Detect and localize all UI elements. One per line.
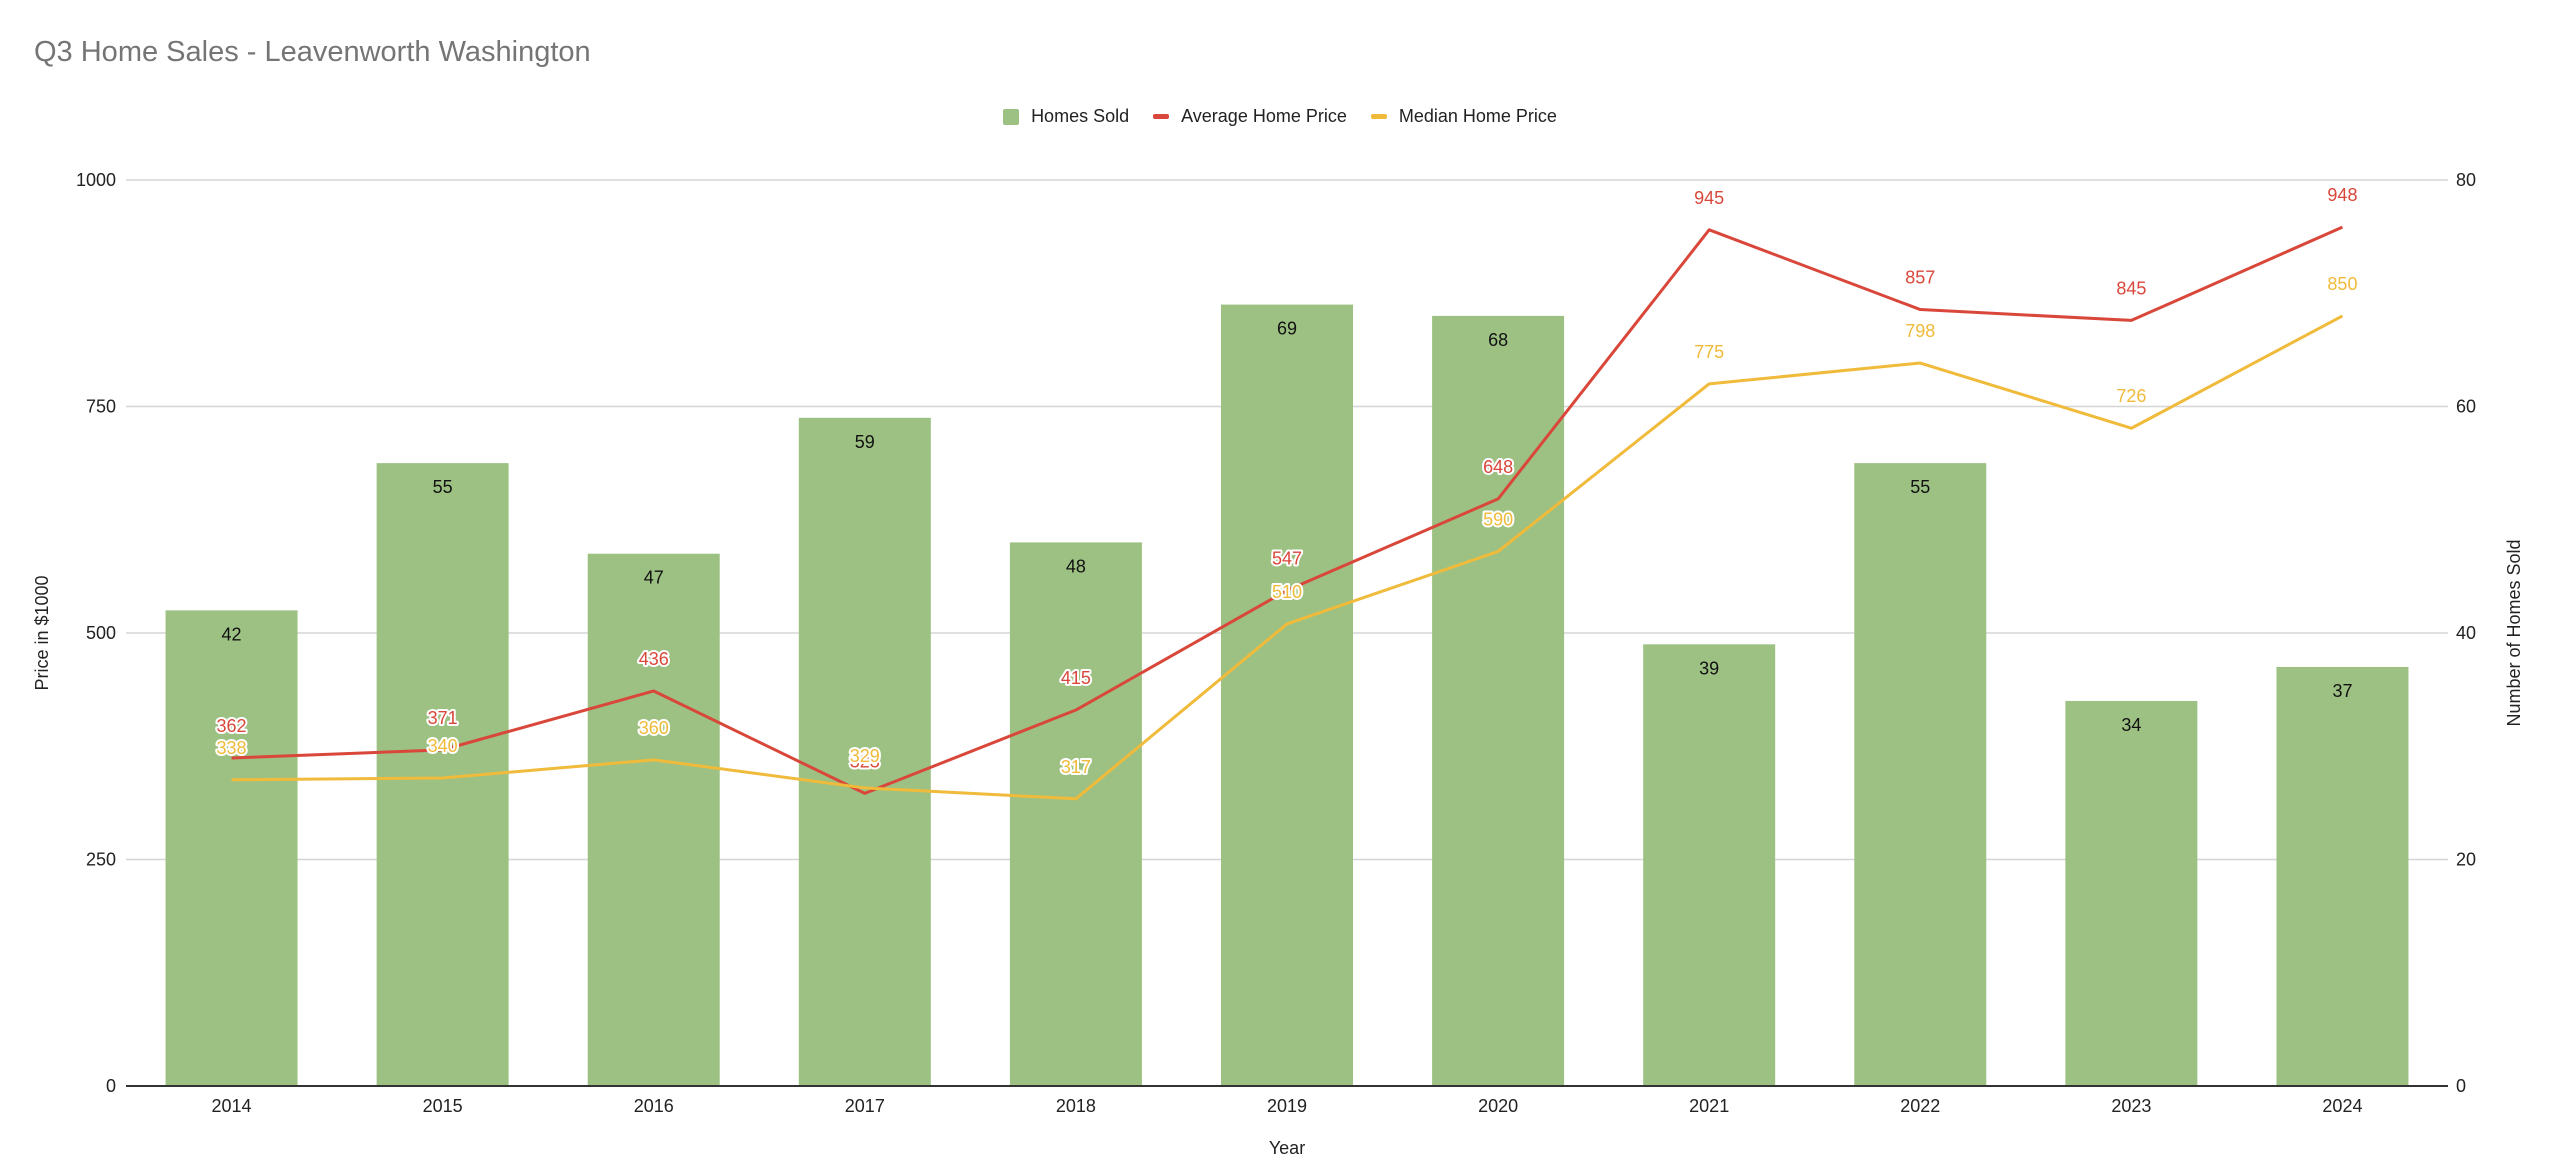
bar-homes-sold[interactable] (587, 553, 720, 1086)
bar-homes-sold[interactable] (1643, 644, 1776, 1086)
left-tick-label: 1000 (76, 170, 116, 190)
median-price-label: 798 (1905, 321, 1935, 341)
bar-homes-sold[interactable] (1432, 315, 1565, 1086)
legend-swatch-median-price (1370, 114, 1387, 119)
line-median-price[interactable] (231, 314, 2344, 801)
legend-swatch-homes-sold (1003, 108, 1020, 125)
right-tick-label: 80 (2456, 170, 2476, 190)
average-price-label: 323 (850, 751, 880, 771)
bar-data-label: 68 (1488, 330, 1508, 350)
data-labels: 42 55 47 59 48 69 68 39 55 34 37 362 371 436 323 415 547… (215, 183, 2360, 779)
bar-data-label: 39 (1699, 658, 1719, 678)
lines (231, 225, 2344, 801)
x-axis-title: Year (1269, 1138, 1305, 1158)
average-price-label: 857 (1905, 268, 1935, 288)
bar-homes-sold[interactable] (1009, 542, 1142, 1086)
bar-data-label: 59 (855, 432, 875, 452)
left-tick-label: 0 (106, 1076, 116, 1096)
bar-homes-sold[interactable] (2065, 700, 2198, 1086)
right-axis-title: Number of Homes Sold (2504, 539, 2524, 726)
legend-label-median-price: Median Home Price (1398, 106, 1557, 126)
x-tick-label: 2023 (2111, 1096, 2151, 1116)
bar-data-label: 42 (222, 624, 242, 644)
x-tick-label: 2017 (845, 1096, 885, 1116)
average-price-label: 415 (1061, 668, 1091, 688)
x-tick-label: 2014 (212, 1096, 252, 1116)
axes: 0 250 500 750 1000 0 20 40 60 80 2014 2015 2016 2017 2… (32, 170, 2524, 1158)
chart-title: Q3 Home Sales - Leavenworth Washington (34, 36, 591, 68)
x-tick-label: 2022 (1900, 1096, 1940, 1116)
bar-data-label: 55 (433, 477, 453, 497)
bar-data-label: 47 (644, 568, 664, 588)
x-tick-label: 2021 (1689, 1096, 1729, 1116)
median-price-label: 329 (850, 746, 880, 766)
legend: Homes Sold Average Home Price Median Hom… (0, 106, 2560, 127)
left-tick-label: 750 (86, 397, 116, 417)
median-price-label: 340 (428, 736, 458, 756)
legend-swatch-average-price (1153, 114, 1170, 119)
average-price-label: 948 (2327, 185, 2357, 205)
median-price-label: 775 (1694, 342, 1724, 362)
bar-data-label: 34 (2121, 715, 2141, 735)
left-tick-label: 500 (86, 623, 116, 643)
average-price-label: 362 (217, 716, 247, 736)
legend-item-average-price[interactable]: Average Home Price (1153, 106, 1347, 127)
x-tick-label: 2020 (1478, 1096, 1518, 1116)
bar-data-label: 48 (1066, 556, 1086, 576)
median-price-label: 590 (1483, 509, 1513, 529)
right-tick-label: 20 (2456, 850, 2476, 870)
average-price-label: 648 (1483, 457, 1513, 477)
x-tick-label: 2016 (634, 1096, 674, 1116)
median-price-label: 338 (217, 738, 247, 758)
median-price-label: 726 (2116, 386, 2146, 406)
legend-label-homes-sold: Homes Sold (1031, 106, 1130, 126)
average-price-label: 945 (1694, 188, 1724, 208)
median-price-label: 317 (1061, 757, 1091, 777)
right-tick-label: 0 (2456, 1076, 2466, 1096)
bar-data-label: 69 (1277, 319, 1297, 339)
bar-homes-sold[interactable] (165, 610, 298, 1086)
average-price-label: 845 (2116, 278, 2146, 298)
median-price-label: 850 (2327, 274, 2357, 294)
left-tick-label: 250 (86, 850, 116, 870)
right-tick-label: 60 (2456, 397, 2476, 417)
x-tick-label: 2015 (423, 1096, 463, 1116)
median-price-label: 510 (1272, 582, 1302, 602)
bar-homes-sold[interactable] (2276, 666, 2409, 1086)
bar-homes-sold[interactable] (1221, 304, 1353, 1086)
bar-data-label: 37 (2332, 681, 2352, 701)
bar-homes-sold[interactable] (798, 417, 931, 1086)
bar-data-label: 55 (1910, 477, 1930, 497)
median-price-label: 360 (639, 718, 669, 738)
x-tick-label: 2019 (1267, 1096, 1307, 1116)
bars (165, 304, 2409, 1086)
x-tick-label: 2024 (2322, 1096, 2362, 1116)
left-axis-title: Price in $1000 (32, 575, 52, 690)
x-tick-label: 2018 (1056, 1096, 1096, 1116)
average-price-label: 547 (1272, 548, 1302, 568)
legend-item-median-price[interactable]: Median Home Price (1370, 106, 1557, 127)
legend-label-average-price: Average Home Price (1181, 106, 1347, 126)
right-tick-label: 40 (2456, 623, 2476, 643)
average-price-label: 371 (428, 708, 458, 728)
legend-item-homes-sold[interactable]: Homes Sold (1003, 106, 1129, 127)
average-price-label: 436 (639, 649, 669, 669)
bar-homes-sold[interactable] (1854, 463, 1987, 1086)
line-average-price[interactable] (231, 225, 2344, 795)
